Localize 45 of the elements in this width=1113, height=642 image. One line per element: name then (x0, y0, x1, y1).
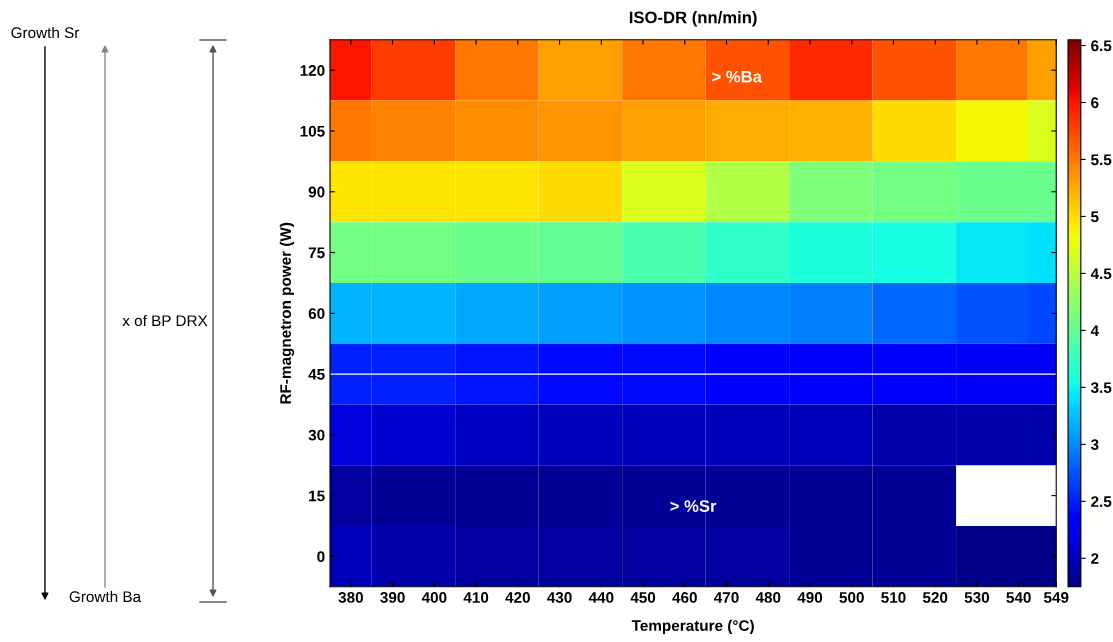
x-tick-label: 390 (380, 592, 405, 603)
x-tick-label: 510 (881, 592, 906, 603)
x-tick-label: 520 (922, 592, 948, 603)
x-tick-label: 410 (463, 592, 489, 603)
y-tick-label: 45 (308, 369, 325, 380)
x-tick-label: 480 (755, 592, 781, 603)
chart-title: ISO-DR (nn/min) (629, 11, 757, 27)
y-tick-label: 75 (308, 247, 325, 259)
y-tick-label: 15 (309, 490, 325, 502)
x-tick-label: 500 (839, 592, 864, 603)
y-axis-title: RF-magnetron power (W) (279, 222, 295, 404)
y-tick-label: 90 (308, 186, 325, 198)
color-bar-label: 6.5 (1091, 40, 1112, 52)
y-tick-label: 120 (300, 65, 325, 76)
text: Growth Sr (11, 26, 80, 39)
x-tick-label: 530 (964, 592, 990, 603)
text: x of BP DRX (122, 314, 208, 327)
color-bar-label: 4 (1090, 325, 1099, 336)
x-tick-label: 380 (338, 592, 363, 603)
color-bar-label: 4.5 (1090, 268, 1112, 280)
text: Growth Ba (69, 590, 142, 603)
x-tick-label: 440 (588, 592, 614, 603)
color-bar-label: 3.5 (1090, 382, 1112, 394)
x-axis-title: Temperature (°C) (631, 619, 754, 635)
x-tick-label: 450 (630, 592, 656, 603)
x-tick-label: 460 (672, 592, 697, 603)
x-tick-label: 549 (1043, 592, 1069, 603)
y-tick-label: 60 (308, 308, 325, 319)
y-tick-label: 0 (317, 551, 325, 563)
annotation: > %Ba (712, 70, 763, 83)
color-bar-label: 2 (1091, 553, 1099, 564)
color-bar-label: 2.5 (1091, 496, 1112, 508)
y-tick-label: 105 (300, 125, 325, 137)
x-tick-label: 430 (547, 592, 572, 603)
x-tick-label: 540 (1006, 592, 1031, 603)
color-bar-label: 3 (1090, 439, 1099, 451)
x-tick-label: 420 (505, 592, 530, 603)
color-bar-label: 6 (1091, 97, 1099, 109)
x-tick-label: 490 (797, 592, 823, 603)
annotation: > %Sr (670, 500, 717, 512)
x-tick-label: 470 (714, 592, 739, 603)
color-bar-label: 5 (1091, 211, 1099, 223)
color-bar-label: 5.5 (1091, 154, 1112, 166)
y-tick-label: 30 (308, 429, 325, 441)
x-tick-label: 400 (421, 592, 447, 603)
